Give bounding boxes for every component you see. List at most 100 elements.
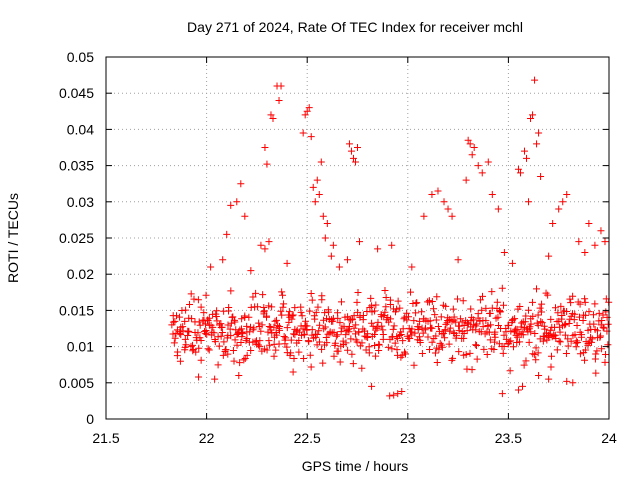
data-point (592, 369, 600, 377)
data-point (255, 319, 263, 327)
data-point (257, 327, 265, 335)
data-point (496, 306, 504, 314)
data-point (353, 298, 361, 306)
data-point (275, 96, 283, 104)
data-point (313, 176, 321, 184)
data-point (354, 289, 362, 297)
data-point (241, 354, 249, 362)
data-point (362, 333, 370, 341)
data-point (571, 310, 579, 318)
data-point (484, 158, 492, 166)
data-point (399, 325, 407, 333)
data-point (186, 300, 194, 308)
data-point (379, 335, 387, 343)
x-tick-label: 21.5 (92, 430, 119, 446)
data-point (431, 311, 439, 319)
data-point (433, 359, 441, 367)
data-point (393, 305, 401, 313)
data-point (454, 256, 462, 264)
data-point (261, 144, 269, 151)
data-point (265, 341, 273, 349)
data-point (428, 191, 436, 199)
data-point (582, 311, 590, 319)
data-point (518, 382, 526, 390)
data-point (233, 341, 241, 349)
data-point (410, 317, 418, 325)
data-point (337, 298, 345, 306)
data-point (348, 350, 356, 358)
data-point (394, 390, 402, 398)
data-point (509, 315, 517, 323)
data-point (573, 337, 581, 345)
data-point (532, 356, 540, 364)
data-point (345, 323, 353, 331)
data-point (390, 391, 398, 399)
data-point (555, 337, 563, 345)
data-point (364, 330, 372, 338)
data-point (344, 346, 352, 354)
y-tick-label: 0.025 (59, 230, 94, 246)
data-point (528, 298, 536, 306)
data-point (498, 284, 506, 292)
data-point (268, 303, 276, 311)
data-point (279, 303, 287, 311)
data-point (488, 191, 496, 199)
data-point (263, 160, 271, 168)
data-point (463, 319, 471, 327)
data-point (315, 191, 323, 199)
data-point (416, 339, 424, 347)
data-point (200, 309, 208, 317)
data-point (505, 338, 513, 346)
data-point (283, 343, 291, 351)
data-point (582, 346, 590, 354)
data-point (589, 311, 597, 319)
data-point (270, 352, 278, 360)
data-point (318, 296, 326, 304)
data-point (405, 313, 413, 321)
data-point (324, 306, 332, 314)
data-point (516, 169, 524, 177)
data-point (289, 368, 297, 376)
data-point (446, 324, 454, 332)
data-point (368, 302, 376, 310)
data-point (342, 339, 350, 347)
data-point (316, 338, 324, 346)
data-point (413, 299, 421, 307)
data-point (544, 291, 552, 299)
data-point (291, 304, 299, 312)
plot-frame (105, 56, 610, 420)
data-point (336, 319, 344, 327)
data-point (345, 140, 353, 148)
data-point (239, 330, 247, 338)
data-point (336, 358, 344, 366)
data-point (289, 311, 297, 319)
data-point (368, 319, 376, 327)
data-point (521, 318, 529, 326)
data-point (286, 351, 294, 359)
data-point (547, 352, 555, 360)
data-point (295, 348, 303, 356)
data-point (549, 220, 557, 228)
data-point (591, 300, 599, 308)
data-point (433, 293, 441, 301)
data-point (334, 314, 342, 322)
data-point (382, 293, 390, 301)
data-point (452, 332, 460, 340)
data-point (575, 238, 583, 246)
data-point (599, 323, 607, 331)
data-point (243, 351, 251, 359)
data-point (331, 339, 339, 347)
data-point (335, 263, 343, 271)
data-point (547, 326, 555, 334)
x-tick-label: 22 (199, 430, 215, 446)
data-point (576, 313, 583, 321)
data-point (562, 350, 570, 358)
data-point (602, 308, 610, 316)
data-point (444, 205, 452, 213)
data-point (231, 336, 239, 344)
data-point (181, 317, 189, 325)
data-point (319, 212, 327, 220)
data-point (213, 317, 221, 325)
data-point (283, 324, 291, 332)
data-point (278, 288, 286, 296)
